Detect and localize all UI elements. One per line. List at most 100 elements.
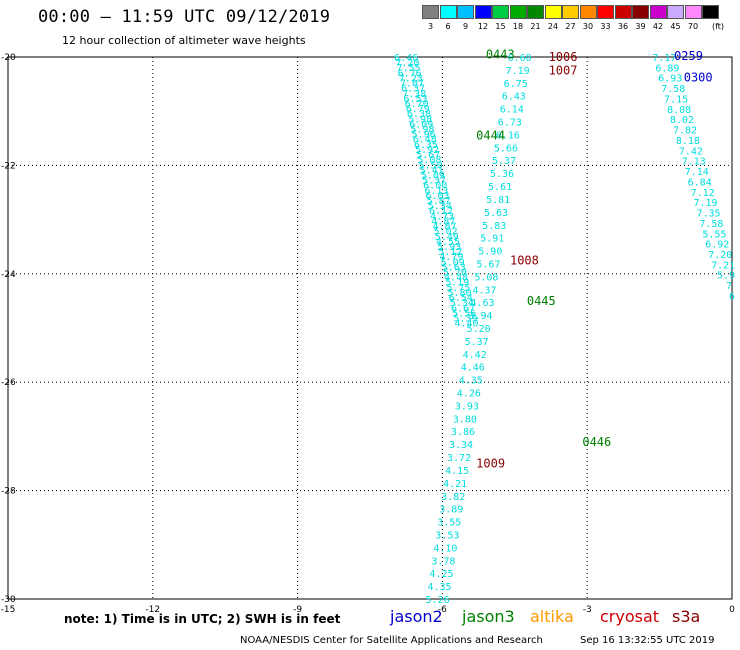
wave-height-value: 4.35	[459, 376, 483, 387]
scale-swatch	[457, 5, 474, 19]
wave-height-value: 5.55	[702, 229, 726, 240]
wave-height-value: 6.38	[407, 109, 431, 120]
pass-time-label: 1006	[549, 50, 578, 64]
wave-height-value: 5.70	[443, 268, 467, 279]
wave-height-value: 6.13	[424, 186, 448, 197]
wave-height-value: 6.12	[429, 206, 453, 217]
map-title: 00:00 — 11:59 UTC 09/12/2019	[38, 7, 331, 27]
wave-height-value: 5.67	[416, 150, 440, 161]
wave-height-value: 3.53	[435, 530, 459, 541]
wave-height-value: 8.18	[676, 136, 700, 147]
scale-label: 18	[512, 22, 524, 31]
y-tick-label: -28	[1, 487, 16, 497]
legend-jason2: jason2	[390, 607, 443, 626]
wave-height-value: 4.55	[436, 237, 460, 248]
scale-label: 36	[617, 22, 629, 31]
wave-height-value: 6.14	[500, 105, 524, 116]
wave-height-value: 6.76	[398, 68, 422, 79]
wave-height-value: 6.79	[406, 104, 430, 115]
wave-height-value: 7.38	[402, 89, 426, 100]
wave-height-value: 7.82	[673, 126, 697, 137]
wave-height-value: 5.92	[415, 145, 439, 156]
legend-s3a: s3a	[672, 607, 701, 626]
wave-height-value: 7.58	[699, 219, 723, 230]
x-tick-label: 0	[729, 605, 735, 615]
wave-height-value: 7.12	[691, 188, 715, 199]
wave-height-value: 4.73	[430, 211, 454, 222]
wave-height-value: 4.10	[433, 543, 457, 554]
wave-height-value: 8.02	[670, 115, 694, 126]
wave-height-value: 6.46	[394, 53, 418, 64]
wave-height-value: 5.34	[428, 201, 452, 212]
wave-height-value: 4.25	[429, 569, 453, 580]
wave-height-value: 7.19	[694, 198, 718, 209]
scale-label: 39	[635, 22, 646, 31]
pass-time-label: 0259	[674, 49, 703, 63]
wave-height-value: 7.42	[679, 146, 703, 157]
scale-unit: (ft)	[711, 22, 725, 31]
wave-height-value: 5.87	[427, 196, 451, 207]
wave-height-value: 5.20	[467, 324, 491, 335]
wave-height-value: 5.50	[419, 160, 443, 171]
wave-height-value: 3.89	[439, 505, 463, 516]
pass-time-label: 1008	[510, 253, 539, 267]
wave-height-value: 7.58	[661, 84, 685, 95]
scale-swatch	[492, 5, 509, 19]
wave-height-value: 3.86	[451, 427, 475, 438]
wave-height-value: 5.61	[488, 182, 512, 193]
scale-swatch	[527, 5, 544, 19]
x-tick-label: -6	[438, 605, 447, 615]
wave-height-value: 4.15	[445, 466, 469, 477]
wave-height-value: 6.35	[414, 140, 438, 151]
wave-height-value: 4.21	[443, 479, 467, 490]
wave-height-value: 5.56	[452, 308, 476, 319]
wave-height-value: 3.72	[447, 453, 471, 464]
scale-swatch	[544, 5, 562, 19]
wave-height-value: 6.43	[502, 92, 526, 103]
wave-height-value: 5.39	[453, 313, 477, 324]
wave-height-value: 5.36	[490, 169, 514, 180]
wave-height-value: 6.48	[413, 135, 437, 146]
wave-height-value: 5.80	[448, 288, 472, 299]
wave-height-value: 6.09	[409, 119, 433, 130]
scale-label: 15	[495, 22, 506, 31]
wave-height-value: 4.79	[439, 252, 463, 263]
scale-label: 24	[547, 22, 559, 31]
wave-height-value: 5.63	[442, 262, 466, 273]
pass-time-label: 1009	[476, 457, 505, 471]
scale-swatch	[562, 5, 579, 19]
wave-height-value: 6.00	[423, 181, 447, 192]
wave-height-value: 5.63	[484, 208, 508, 219]
wave-height-value: 7.07	[400, 79, 424, 90]
wave-height-value: 6.84	[688, 177, 712, 188]
scale-label: 33	[600, 22, 611, 31]
legend-altika: altika	[530, 607, 574, 626]
wave-height-value: 6.16	[496, 130, 520, 141]
x-tick-label: -12	[145, 605, 160, 615]
scale-swatch	[667, 5, 684, 19]
wave-height-value: 8.08	[667, 105, 691, 116]
wave-height-value: 5.12	[438, 247, 462, 258]
y-tick-label: -26	[1, 378, 16, 388]
scale-swatch	[614, 5, 632, 19]
wave-height-value: 4.42	[463, 350, 487, 361]
wave-height-value: 4.37	[472, 285, 496, 296]
wave-height-value: 5.75	[446, 283, 470, 294]
wave-height-value: 5.02	[434, 227, 458, 238]
scale-label: 42	[652, 22, 664, 31]
wave-height-value: 5.37	[465, 337, 489, 348]
wave-height-value: 3.94	[469, 311, 493, 322]
wave-height-value: 5.98	[408, 114, 432, 125]
scale-swatch	[702, 5, 719, 19]
wave-height-value: 6.53	[403, 94, 427, 105]
wave-height-value: 4.46	[461, 363, 485, 374]
wave-height-value: 6.92	[705, 240, 729, 251]
scale-label: 70	[687, 22, 699, 31]
wave-height-value: 6.70	[405, 99, 429, 110]
scale-swatch	[597, 5, 614, 19]
wave-height-value: 3.93	[455, 401, 479, 412]
wave-height-value: 5.90	[478, 247, 502, 258]
wave-height-value: 5.19	[445, 278, 469, 289]
wave-height-value: 4.63	[470, 298, 494, 309]
